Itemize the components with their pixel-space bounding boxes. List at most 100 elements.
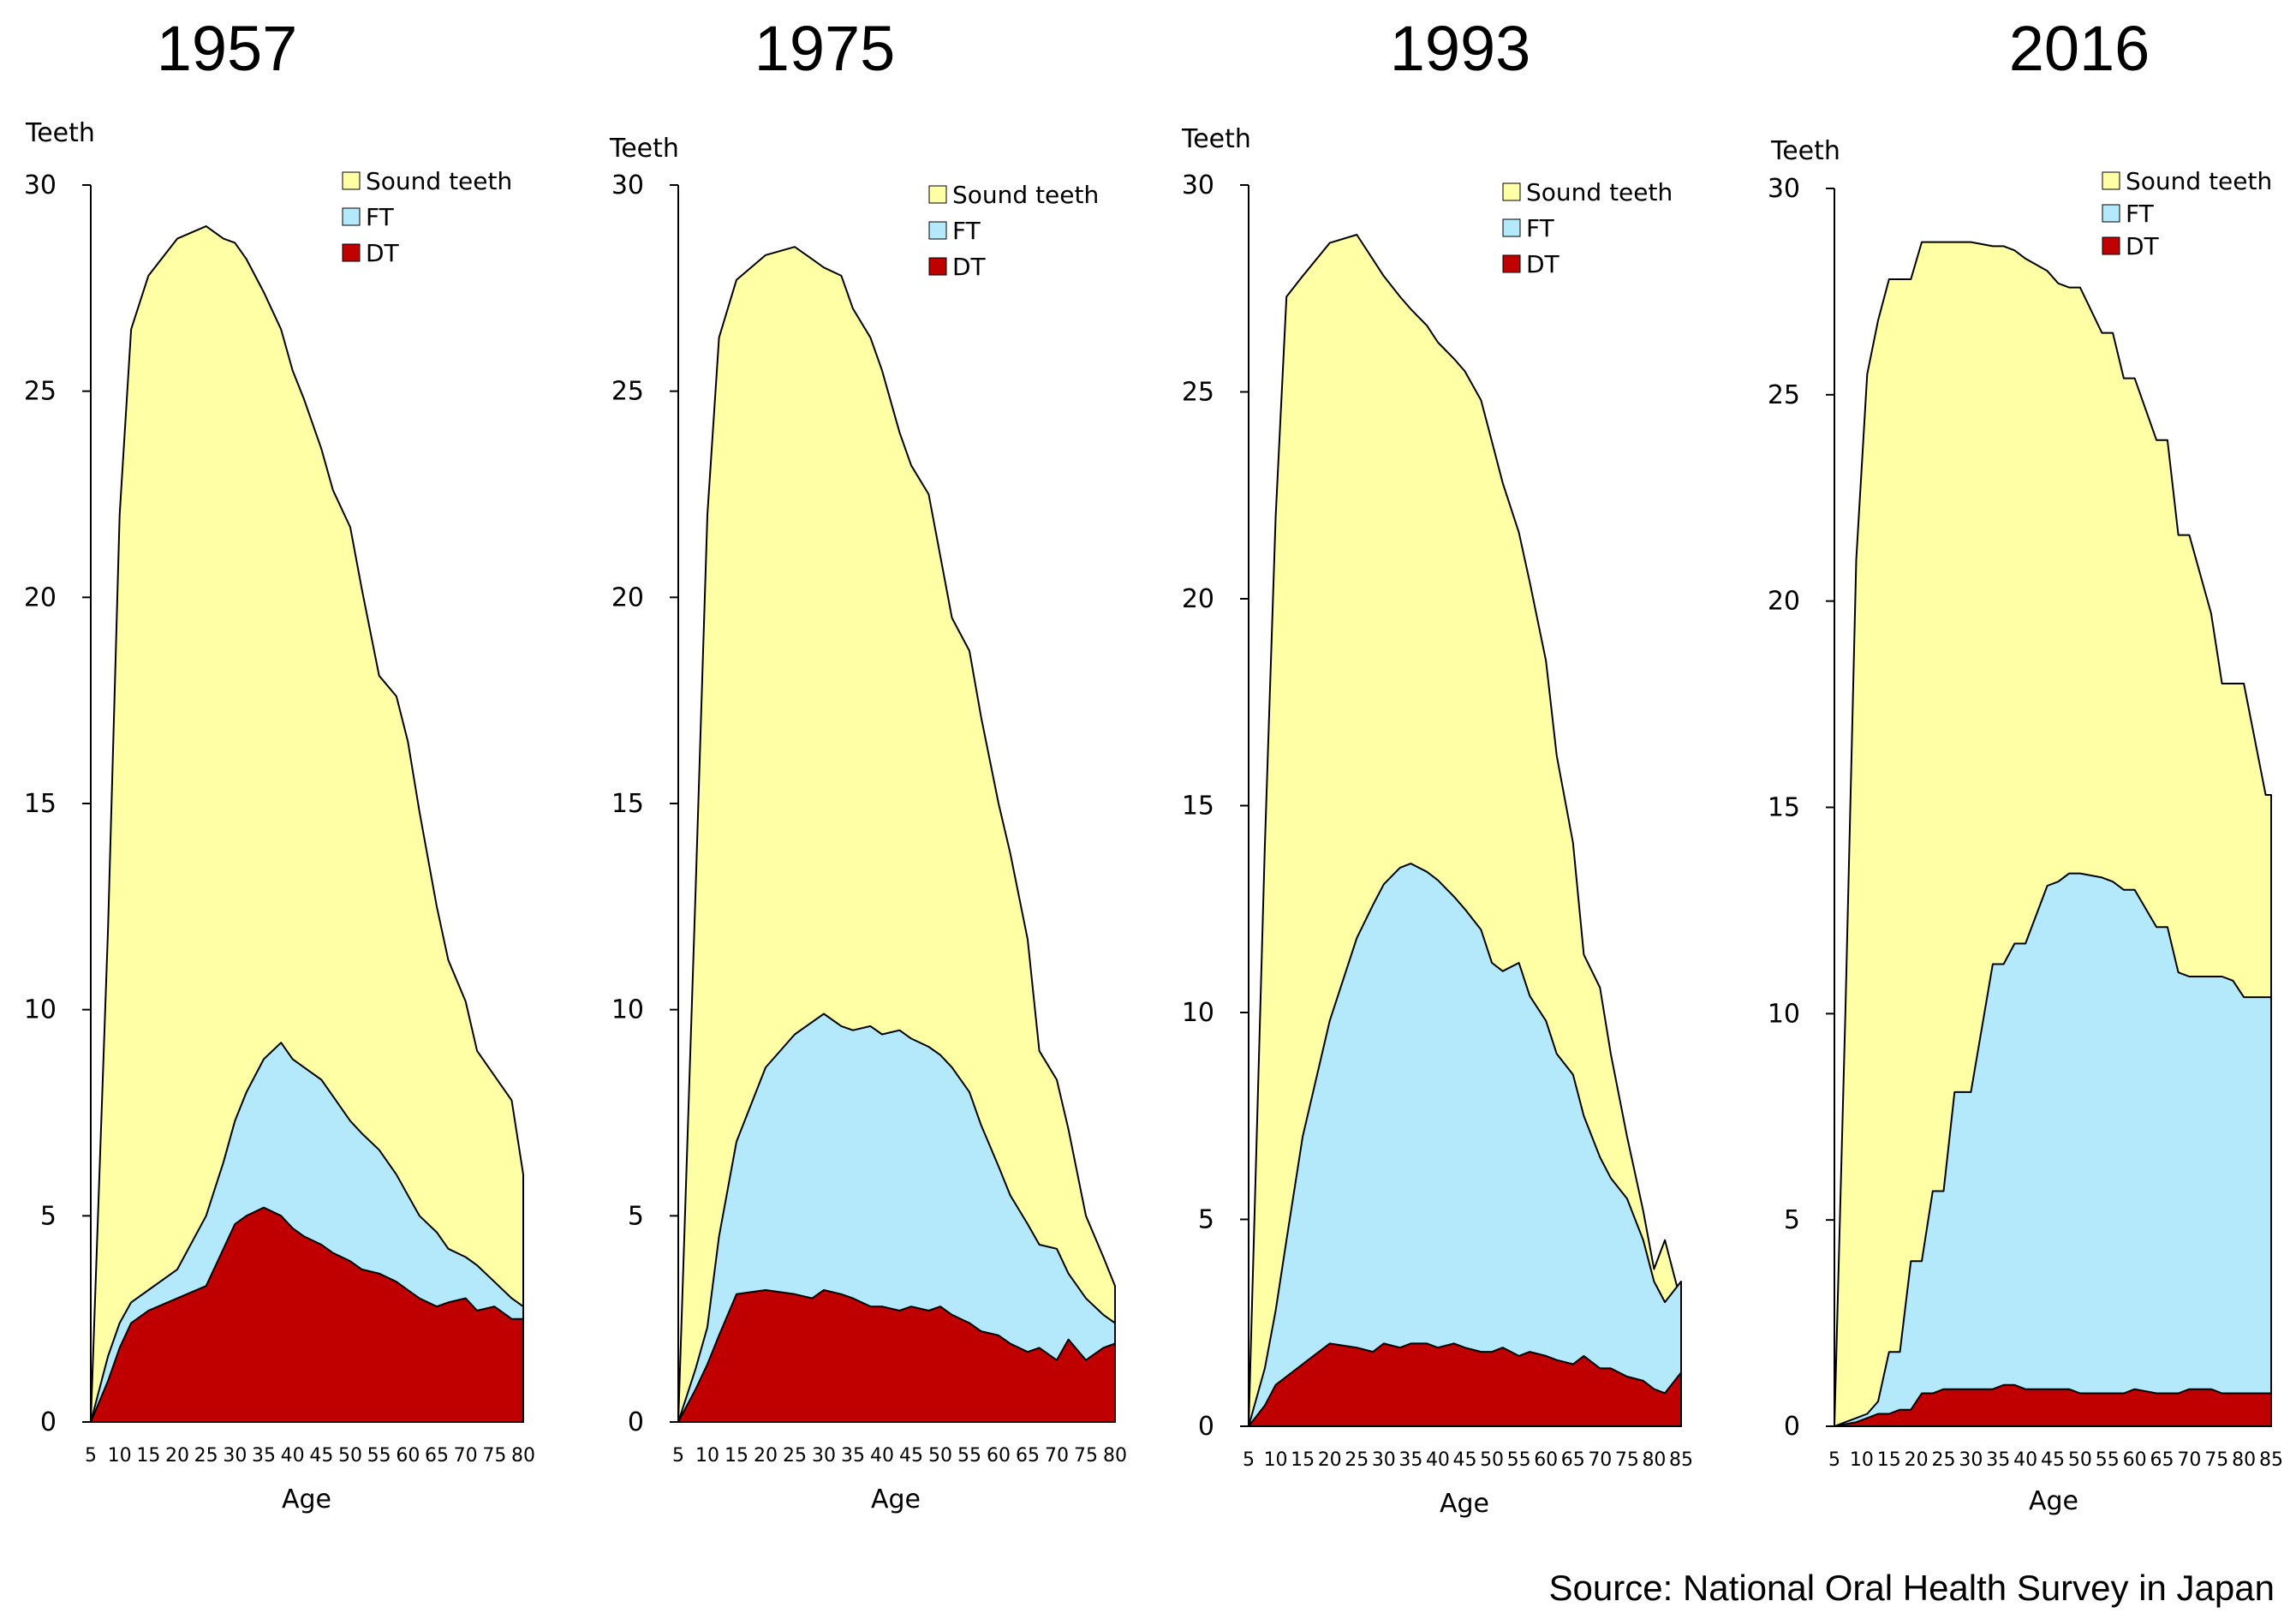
x-tick-label: 20: [1905, 1449, 1929, 1471]
y-tick-label: 25: [611, 377, 644, 407]
x-tick-label: 15: [725, 1445, 748, 1467]
legend-label-ft: FT: [952, 217, 981, 245]
x-tick-label: 55: [1507, 1449, 1531, 1471]
x-tick-label: 25: [1932, 1449, 1956, 1471]
y-axis-label: Teeth: [25, 118, 95, 148]
x-tick-label: 30: [1959, 1449, 1983, 1471]
x-ticks: 5 10 15 20 25 30 35 40 45 50 55 60 65 70 75 80: [85, 1445, 535, 1467]
x-tick-label: 60: [2123, 1449, 2147, 1471]
legend-label-ft: FT: [1526, 214, 1555, 242]
y-tick-label: 5: [628, 1201, 644, 1231]
x-tick-label: 5: [85, 1445, 97, 1467]
x-tick-label: 30: [1372, 1449, 1396, 1471]
legend: Sound teeth FT DT: [928, 181, 1099, 281]
x-tick-label: 50: [2068, 1449, 2092, 1471]
x-axis-label: Age: [1440, 1489, 1489, 1519]
x-tick-label: 45: [899, 1445, 923, 1467]
legend: Sound teeth FT DT: [2102, 167, 2272, 260]
x-tick-label: 35: [1398, 1449, 1422, 1471]
legend-swatch-ft: [1502, 218, 1521, 237]
x-tick-label: 55: [367, 1445, 391, 1467]
x-tick-label: 70: [2177, 1449, 2201, 1471]
x-tick-label: 35: [1986, 1449, 2010, 1471]
x-tick-label: 25: [1345, 1449, 1369, 1471]
x-tick-label: 65: [2150, 1449, 2174, 1471]
legend-swatch-ft: [2102, 204, 2120, 223]
x-tick-label: 80: [2232, 1449, 2256, 1471]
x-tick-label: 10: [1264, 1449, 1288, 1471]
y-tick-label: 10: [1768, 999, 1800, 1029]
x-tick-label: 20: [754, 1445, 778, 1467]
y-ticks: 0 5 10 15 20 25 30: [1768, 174, 1834, 1442]
x-tick-label: 65: [425, 1445, 449, 1467]
x-axis-label: Age: [2029, 1486, 2078, 1516]
y-axis-label: Teeth: [1770, 136, 1840, 166]
y-tick-label: 10: [611, 995, 644, 1025]
x-tick-label: 75: [1615, 1449, 1639, 1471]
y-tick-label: 15: [611, 789, 644, 819]
x-tick-label: 10: [108, 1445, 132, 1467]
x-tick-label: 35: [841, 1445, 865, 1467]
x-tick-label: 55: [2096, 1449, 2120, 1471]
y-tick-label: 30: [611, 170, 644, 200]
x-tick-label: 30: [812, 1445, 836, 1467]
x-tick-label: 40: [1426, 1449, 1450, 1471]
legend-label-sound-teeth: Sound teeth: [366, 167, 512, 195]
y-tick-label: 20: [24, 582, 57, 612]
legend-swatch-dt: [928, 257, 947, 276]
x-axis-label: Age: [871, 1485, 921, 1514]
chart-title: 1993: [1390, 13, 1531, 84]
y-axis-label: Teeth: [1181, 124, 1251, 154]
x-tick-label: 80: [511, 1445, 535, 1467]
x-ticks: 5 10 15 20 25 30 35 40 45 50 55 60 65 70 75 80 85: [1828, 1449, 2283, 1471]
x-tick-label: 75: [1074, 1445, 1098, 1467]
x-tick-label: 50: [1480, 1449, 1504, 1471]
x-tick-label: 50: [928, 1445, 952, 1467]
legend-swatch-dt: [1502, 254, 1521, 273]
y-tick-label: 20: [611, 582, 644, 612]
y-axis-label: Teeth: [609, 134, 679, 164]
x-tick-label: 15: [1291, 1449, 1315, 1471]
x-tick-label: 45: [1453, 1449, 1477, 1471]
y-tick-label: 25: [1768, 380, 1800, 410]
y-tick-label: 0: [628, 1407, 644, 1437]
legend-swatch-sound-teeth: [342, 171, 361, 190]
y-tick-label: 20: [1182, 584, 1214, 614]
y-tick-label: 30: [1182, 170, 1214, 200]
x-tick-label: 55: [957, 1445, 981, 1467]
legend-swatch-dt: [342, 243, 361, 262]
dt-area: [1248, 1342, 1682, 1427]
x-tick-label: 85: [1669, 1449, 1693, 1471]
plot-area: [90, 225, 524, 1423]
y-tick-label: 30: [1768, 174, 1800, 204]
legend-label-ft: FT: [2126, 200, 2155, 228]
x-tick-label: 20: [1318, 1449, 1342, 1471]
x-tick-label: 75: [2204, 1449, 2228, 1471]
source-note: Source: National Oral Health Survey in J…: [1549, 1568, 2275, 1608]
y-tick-label: 15: [1768, 793, 1800, 823]
x-tick-label: 5: [672, 1445, 684, 1467]
x-axis-label: Age: [282, 1485, 331, 1514]
legend-swatch-sound-teeth: [1502, 182, 1521, 201]
y-tick-label: 0: [1784, 1412, 1800, 1442]
legend-label-ft: FT: [366, 203, 395, 231]
y-tick-label: 0: [40, 1407, 57, 1437]
y-tick-label: 25: [24, 377, 57, 407]
y-tick-label: 10: [1182, 998, 1214, 1028]
y-ticks: 0 5 10 15 20 25 30: [24, 170, 91, 1437]
legend-label-dt: DT: [366, 239, 400, 267]
x-tick-label: 80: [1642, 1449, 1666, 1471]
legend-label-sound-teeth: Sound teeth: [2126, 167, 2272, 195]
legend-swatch-ft: [928, 221, 947, 240]
x-tick-label: 20: [165, 1445, 189, 1467]
plot-area: [1834, 241, 2272, 1427]
x-tick-label: 5: [1828, 1449, 1840, 1471]
x-tick-label: 40: [2013, 1449, 2037, 1471]
x-ticks: 5 10 15 20 25 30 35 40 45 50 55 60 65 70 75 80: [672, 1445, 1127, 1467]
x-tick-label: 40: [870, 1445, 894, 1467]
x-tick-label: 70: [454, 1445, 478, 1467]
